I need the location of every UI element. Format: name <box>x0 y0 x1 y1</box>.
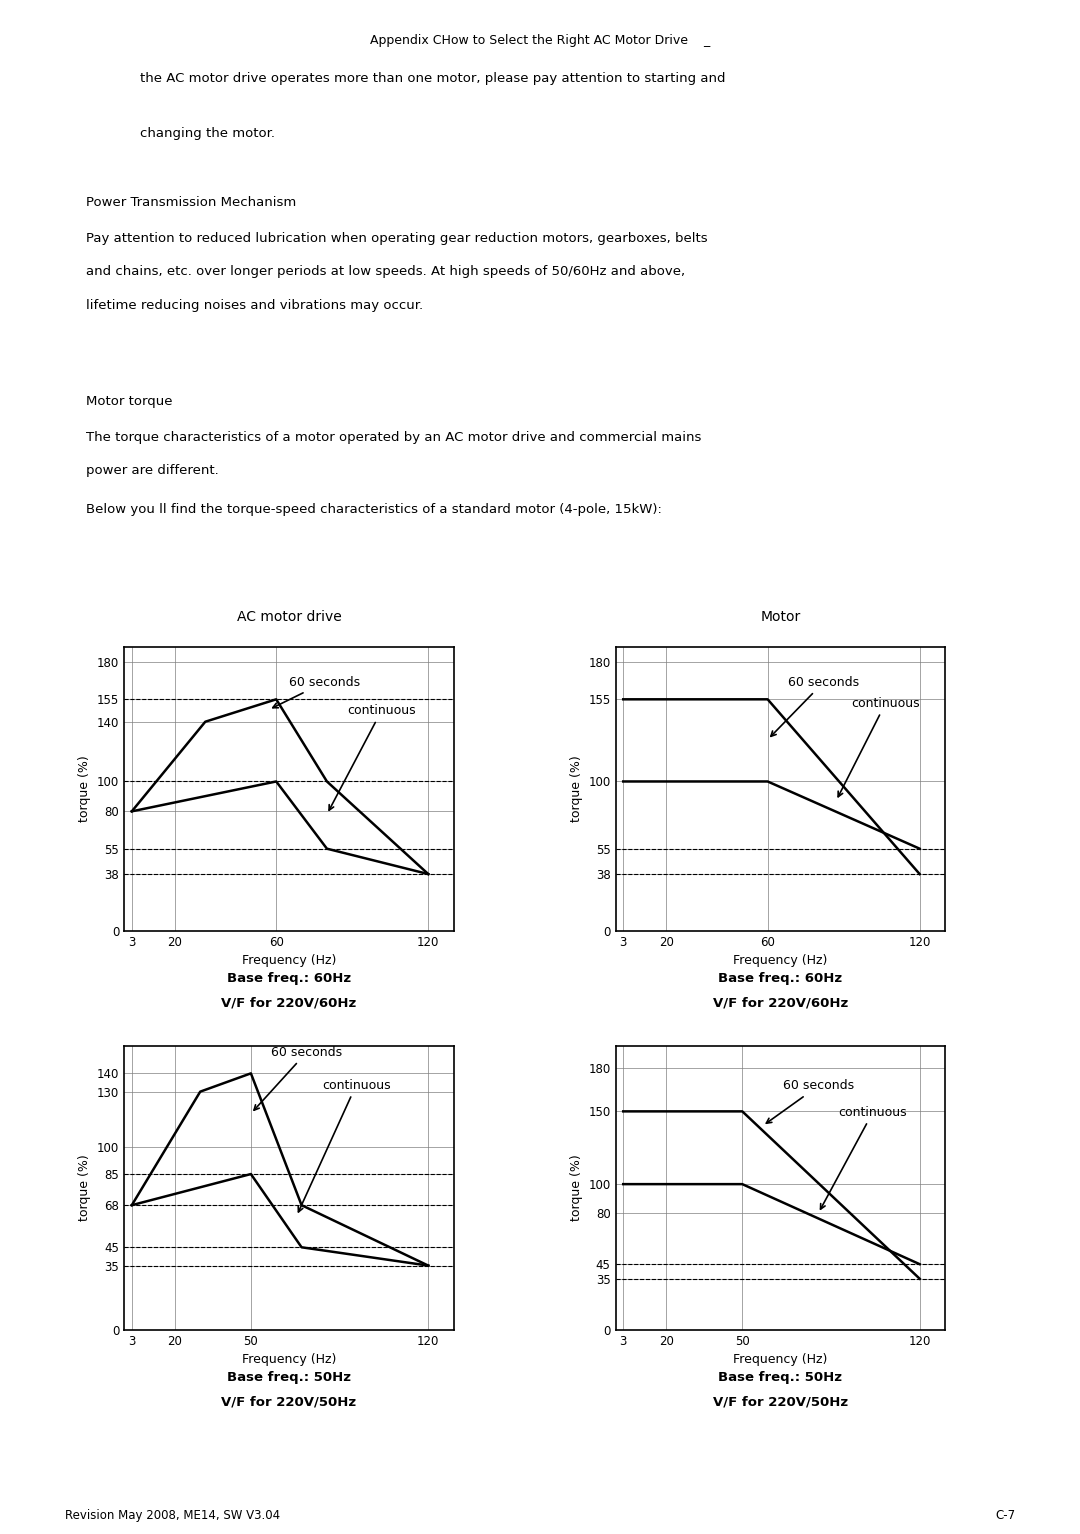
Text: C-7: C-7 <box>995 1509 1015 1522</box>
Y-axis label: torque (%): torque (%) <box>570 1155 583 1221</box>
Y-axis label: torque (%): torque (%) <box>79 756 92 822</box>
Text: 60 seconds: 60 seconds <box>254 1046 342 1111</box>
Text: continuous: continuous <box>298 1078 391 1212</box>
X-axis label: Frequency (Hz): Frequency (Hz) <box>242 954 336 968</box>
Y-axis label: torque (%): torque (%) <box>570 756 583 822</box>
Y-axis label: torque (%): torque (%) <box>79 1155 92 1221</box>
Text: Base freq.: 60Hz: Base freq.: 60Hz <box>227 973 351 985</box>
Text: Power Transmission Mechanism: Power Transmission Mechanism <box>86 196 297 209</box>
Text: Base freq.: 50Hz: Base freq.: 50Hz <box>718 1371 842 1384</box>
Text: The torque characteristics of a motor operated by an AC motor drive and commerci: The torque characteristics of a motor op… <box>86 431 702 443</box>
Text: Revision May 2008, ME14, SW V3.04: Revision May 2008, ME14, SW V3.04 <box>65 1509 280 1522</box>
X-axis label: Frequency (Hz): Frequency (Hz) <box>242 1353 336 1367</box>
Text: Below you ll find the torque-speed characteristics of a standard motor (4-pole, : Below you ll find the torque-speed chara… <box>86 503 662 515</box>
Text: continuous: continuous <box>329 704 416 810</box>
Text: and chains, etc. over longer periods at low speeds. At high speeds of 50/60Hz an: and chains, etc. over longer periods at … <box>86 265 686 278</box>
Text: Base freq.: 60Hz: Base freq.: 60Hz <box>718 973 842 985</box>
Text: 60 seconds: 60 seconds <box>767 1080 854 1123</box>
Text: 60 seconds: 60 seconds <box>771 676 859 736</box>
Text: V/F for 220V/60Hz: V/F for 220V/60Hz <box>713 997 848 1009</box>
Text: the AC motor drive operates more than one motor, please pay attention to startin: the AC motor drive operates more than on… <box>140 72 726 84</box>
Text: power are different.: power are different. <box>86 465 219 477</box>
Text: Appendix CHow to Select the Right AC Motor Drive    _: Appendix CHow to Select the Right AC Mot… <box>369 34 711 46</box>
Text: continuous: continuous <box>838 696 920 796</box>
Text: AC motor drive: AC motor drive <box>237 611 341 624</box>
Text: Motor torque: Motor torque <box>86 396 173 408</box>
Text: Motor: Motor <box>760 611 800 624</box>
Text: continuous: continuous <box>821 1106 907 1209</box>
Text: V/F for 220V/50Hz: V/F for 220V/50Hz <box>221 1396 356 1408</box>
Text: V/F for 220V/50Hz: V/F for 220V/50Hz <box>713 1396 848 1408</box>
X-axis label: Frequency (Hz): Frequency (Hz) <box>733 954 827 968</box>
X-axis label: Frequency (Hz): Frequency (Hz) <box>733 1353 827 1367</box>
Text: Pay attention to reduced lubrication when operating gear reduction motors, gearb: Pay attention to reduced lubrication whe… <box>86 232 708 245</box>
Text: 60 seconds: 60 seconds <box>273 676 360 707</box>
Text: lifetime reducing noises and vibrations may occur.: lifetime reducing noises and vibrations … <box>86 299 423 311</box>
Text: V/F for 220V/60Hz: V/F for 220V/60Hz <box>221 997 356 1009</box>
Text: changing the motor.: changing the motor. <box>140 127 275 140</box>
Text: Base freq.: 50Hz: Base freq.: 50Hz <box>227 1371 351 1384</box>
